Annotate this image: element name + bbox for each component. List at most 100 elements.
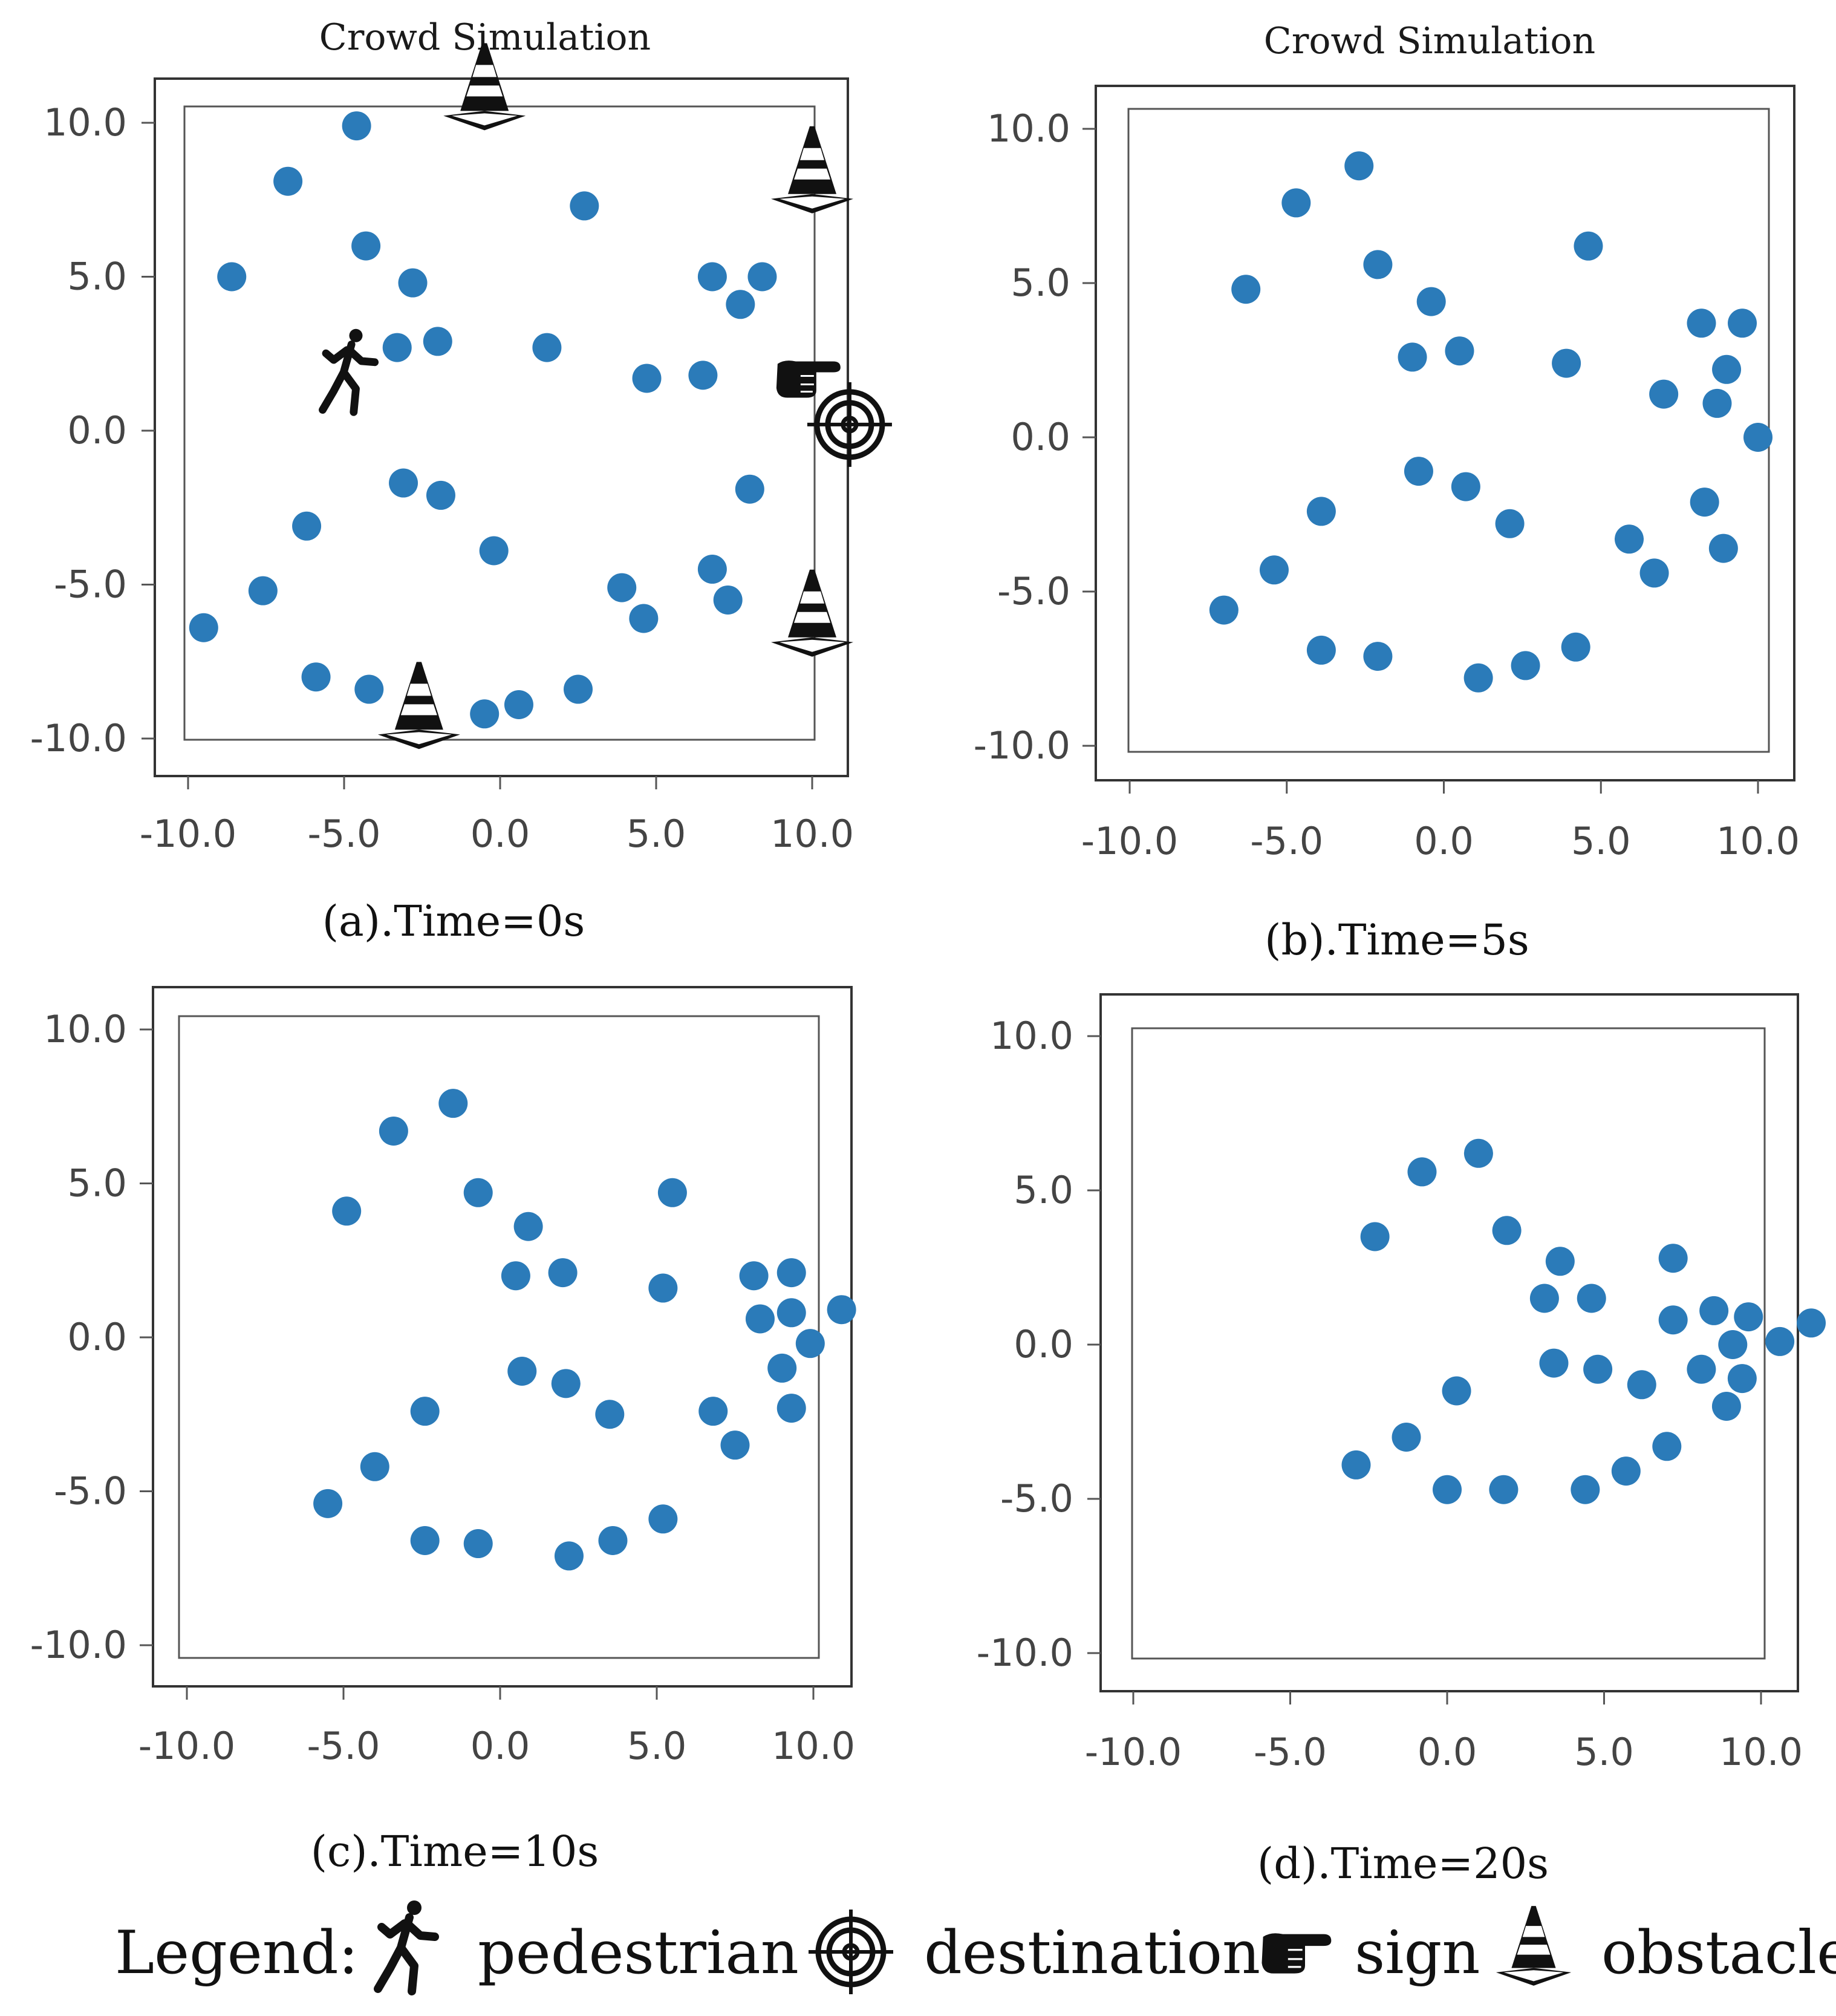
y-tick-label: 0.0 <box>67 1315 127 1359</box>
pedestrian-point <box>354 674 384 704</box>
pedestrian-point <box>745 1304 775 1334</box>
pedestrian-point <box>438 1089 468 1118</box>
pedestrian-point <box>657 1178 687 1207</box>
pedestrian-point <box>767 1353 797 1383</box>
pedestrian-point <box>648 1504 678 1534</box>
panel-d: -10.0 -5.0 0.0 5.0 10.0 10.0 5.0 0.0 -5.0 -10.0 (… <box>977 993 1826 1888</box>
panel-c: -10.0 -5.0 0.0 5.0 10.0 10.0 5.0 0.0 -5.0 -10.0 (… <box>30 986 856 1876</box>
panel-b-title: Crowd Simulation <box>1264 20 1595 62</box>
pedestrian-point <box>747 262 777 292</box>
pedestrian-point <box>1539 1348 1569 1378</box>
pedestrian-point <box>698 1397 728 1426</box>
y-tick-label: -10.0 <box>977 1631 1073 1675</box>
pedestrian-point <box>595 1400 625 1429</box>
pedestrian-point <box>398 268 428 298</box>
obstacle-icon <box>771 569 853 657</box>
panel-b: Crowd Simulation -10.0 -5.0 0.0 5.0 10.0 10.0… <box>974 20 1800 965</box>
y-tick-label: -5.0 <box>54 1469 127 1513</box>
pedestrian-point <box>342 111 371 141</box>
pedestrian-point <box>1463 1138 1493 1168</box>
panel-a-frame <box>154 77 849 777</box>
pedestrian-point <box>1690 488 1719 517</box>
pedestrian-point <box>1209 595 1239 625</box>
pedestrian-point <box>1545 1247 1575 1276</box>
pedestrian-point <box>351 231 381 261</box>
panel-b-boundary <box>1127 108 1770 753</box>
pedestrian-point <box>1344 151 1374 181</box>
x-tick-label: 10.0 <box>770 812 854 856</box>
pedestrian-icon <box>322 329 374 413</box>
legend-title: Legend: <box>115 1919 359 1988</box>
panel-c-axes: -10.0 -5.0 0.0 5.0 10.0 10.0 5.0 0.0 -5.0 -10.0 <box>30 1007 855 1768</box>
legend-obstacle-label: obstacle <box>1601 1919 1836 1988</box>
y-tick-label: 10.0 <box>987 106 1070 151</box>
pedestrian-point <box>1611 1457 1641 1486</box>
legend: Legend: pedestrian destination sign obst… <box>115 1900 1836 1994</box>
pedestrian-point <box>379 1116 408 1146</box>
pedestrian-point <box>551 1369 581 1398</box>
x-tick-label: 10.0 <box>1719 1730 1803 1774</box>
pedestrian-point <box>607 573 637 602</box>
pedestrian-point <box>1658 1244 1688 1273</box>
panel-d-caption: (d).Time=20s <box>1257 1839 1549 1888</box>
panel-b-points <box>1209 151 1773 693</box>
pedestrian-point <box>776 1298 806 1328</box>
pedestrian-point <box>827 1295 856 1325</box>
pedestrian-point <box>507 1356 537 1386</box>
x-tick-label: 5.0 <box>627 812 686 856</box>
pedestrian-point <box>273 166 303 196</box>
legend-destination-label: destination <box>924 1919 1260 1988</box>
pedestrian-point <box>1743 423 1773 452</box>
y-tick-label: 5.0 <box>67 255 127 299</box>
panel-a-boundary <box>183 105 816 741</box>
pedestrian-point <box>1404 457 1433 486</box>
pedestrian-point <box>598 1525 628 1555</box>
y-tick-label: 10.0 <box>44 100 127 145</box>
legend-pedestrian-label: pedestrian <box>478 1919 799 1988</box>
pedestrian-point <box>504 690 533 720</box>
y-tick-label: 0.0 <box>1011 415 1070 459</box>
pedestrian-point <box>632 364 662 393</box>
pedestrian-point <box>1231 275 1261 304</box>
pedestrian-point <box>513 1212 543 1241</box>
pedestrian-point <box>1577 1284 1606 1313</box>
x-tick-label: -10.0 <box>1081 819 1178 863</box>
x-tick-label: -10.0 <box>140 812 236 856</box>
panel-d-points <box>1341 1138 1826 1504</box>
legend-destination-icon <box>809 1910 893 1994</box>
pedestrian-point <box>1341 1450 1371 1479</box>
y-tick-label: 5.0 <box>1011 261 1070 305</box>
panel-b-axes: -10.0 -5.0 0.0 5.0 10.0 10.0 5.0 0.0 -5.0 -10.0 <box>974 106 1800 863</box>
x-tick-label: -10.0 <box>1085 1730 1182 1774</box>
panel-a-icons <box>322 43 891 749</box>
pedestrian-point <box>292 511 322 541</box>
pedestrian-point <box>1649 379 1679 409</box>
pedestrian-point <box>1702 388 1732 418</box>
pedestrian-point <box>688 360 718 390</box>
pedestrian-point <box>776 1394 806 1423</box>
x-tick-label: -5.0 <box>307 1724 380 1768</box>
pedestrian-point <box>332 1196 362 1226</box>
pedestrian-point <box>1687 1354 1716 1384</box>
pedestrian-point <box>1574 231 1603 261</box>
y-tick-label: 10.0 <box>44 1007 127 1051</box>
pedestrian-point <box>463 1529 493 1559</box>
pedestrian-point <box>1495 509 1525 538</box>
panel-a: Crowd Simulation -10.0 -5.0 0.0 5.0 10.010.0… <box>30 16 892 946</box>
pedestrian-point <box>554 1541 584 1571</box>
pedestrian-point <box>1699 1296 1729 1325</box>
panel-b-caption: (b).Time=5s <box>1265 915 1529 965</box>
pedestrian-point <box>1281 188 1311 218</box>
y-tick-label: -10.0 <box>30 716 127 760</box>
y-tick-label: 0.0 <box>67 408 127 452</box>
pedestrian-point <box>697 555 727 584</box>
pedestrian-point <box>726 290 755 319</box>
pedestrian-point <box>189 613 218 642</box>
pedestrian-point <box>1728 308 1757 338</box>
pedestrian-point <box>1615 524 1644 554</box>
pedestrian-point <box>1712 354 1742 384</box>
pedestrian-point <box>1392 1423 1421 1452</box>
x-tick-label: 10.0 <box>1716 819 1800 863</box>
y-tick-label: -5.0 <box>997 569 1070 613</box>
